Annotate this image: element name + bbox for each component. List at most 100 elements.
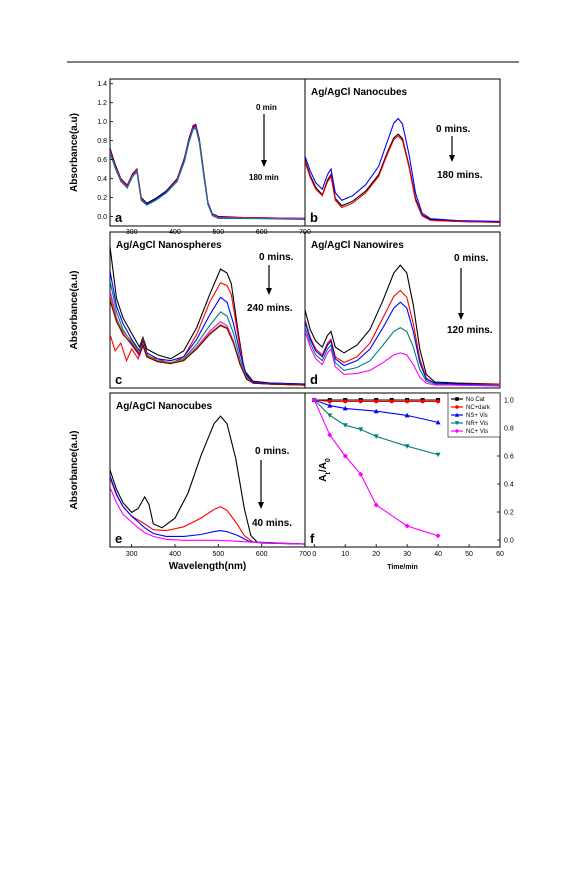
y-axis-label: Absorbance(a.u) [69,431,80,510]
legend-marker [454,421,460,426]
series-line-e-1 [110,477,305,545]
series-line-c-6 [110,300,305,386]
time-end-label: 240 mins. [247,303,293,314]
y-tick-label: 0.0 [97,214,107,221]
data-point-f-2-3 [373,408,379,414]
x-tick-label: 600 [256,551,268,558]
panel-letter: b [310,210,318,225]
time-start-label: 0 mins. [436,124,471,135]
series-line-d-4 [305,331,500,387]
series-line-d-0 [305,264,500,385]
legend-marker [454,412,460,417]
y-tick-label: 0.4 [97,176,107,183]
data-point-f-1-8 [436,399,441,404]
data-point-f-4-1 [327,432,333,438]
legend-label: NC+ Vis [466,429,488,435]
y-tick-label: 0.6 [504,454,514,461]
x-tick-label: 400 [169,551,181,558]
x-tick-label: 0 [312,551,316,558]
data-point-f-1-3 [358,399,363,404]
data-point-f-2-4 [404,412,410,418]
legend: No Cat NC+dark NS+ Vis NR+ Vis NC+ Vis [447,392,501,438]
panel-d: Ag/AgCl Nanowires d 0 mins. 120 mins. [304,231,501,389]
x-tick-label: 20 [372,551,380,558]
y-axis-label: Absorbance(a.u) [69,271,80,350]
y-tick-label: 0.2 [97,195,107,202]
legend-label: NS+ Vis [466,413,488,419]
time-arrowhead [458,313,464,320]
y-tick-label: 0.8 [504,426,514,433]
y-tick-label: 0.4 [504,482,514,489]
panel-letter: f [310,531,315,546]
legend-label: No Cat [466,397,485,403]
data-point-f-1-6 [405,399,410,404]
panel-letter: d [310,372,318,387]
x-tick-label: 10 [341,551,349,558]
x-tick-label: 700 [299,551,311,558]
series-line-f-2 [314,399,439,423]
panel-letter: e [115,531,122,546]
y-tick-label: 0.6 [97,157,107,164]
time-end-label: 180 min [249,173,279,182]
time-end-label: 180 mins. [437,170,483,181]
data-point-f-1-5 [389,399,394,404]
data-point-f-4-0 [311,397,317,403]
y-tick-label: 0.0 [504,538,514,545]
series-line-d-3 [305,326,500,386]
panel-letter: a [115,210,123,225]
series-line-e-0 [110,415,305,545]
time-arrowhead [449,155,455,162]
data-point-f-3-1 [327,413,333,418]
panel-frame [304,78,501,227]
panel-e: 300 400 500 600 700 Ag/AgCl Nanocubes e 0 mins.… [69,392,311,572]
legend-marker [455,405,459,409]
panel-b: Ag/AgCl Nanocubes b 0 mins. 180 mins. [304,78,501,227]
time-arrowhead [261,160,267,167]
y-tick-label: 1.0 [504,398,514,405]
x-tick-label: 30 [403,551,411,558]
series-line-a-4 [110,127,305,220]
x-tick-label: 50 [465,551,473,558]
series-line-c-2 [110,270,305,385]
series-line-b-2 [305,117,500,222]
y-tick-label: 1.4 [97,81,107,88]
x-tick-label: 300 [126,551,138,558]
time-start-label: 0 min [256,103,277,112]
y-tick-label: 1.2 [97,100,107,107]
series-line-e-3 [110,487,305,545]
x-axis-label: Time/min [387,564,418,571]
x-tick-label: 60 [496,551,504,558]
y-tick-label: 1.0 [97,119,107,126]
time-start-label: 0 mins. [259,252,294,263]
data-point-f-1-2 [343,399,348,404]
data-point-f-1-7 [420,399,425,404]
series-line-b-1 [305,135,500,223]
y-axis-label: At/A0 [318,458,332,482]
y-axis-label: Absorbance(a.u) [69,113,80,192]
series-line-f-4 [313,399,439,537]
panel-c: Ag/AgCl Nanospheres c 0 mins. 240 mins. Abso… [69,231,306,389]
panel-title: Ag/AgCl Nanospheres [116,240,222,251]
series-line-c-0 [110,246,305,385]
time-start-label: 0 mins. [255,446,290,457]
x-tick-label: 40 [434,551,442,558]
x-tick-label: 500 [212,551,224,558]
data-point-f-1-4 [374,399,379,404]
series-line-d-2 [305,301,500,386]
panel-frame [304,392,501,548]
data-point-f-4-6 [435,533,441,539]
legend-marker [455,397,459,401]
panel-title: Ag/AgCl Nanocubes [116,401,213,412]
legend-label: NR+ Vis [466,421,488,427]
data-point-f-3-6 [435,452,441,458]
legend-marker [454,428,460,434]
data-point-f-3-5 [404,444,410,449]
series-line-c-3 [110,280,305,386]
time-end-label: 120 mins. [447,325,493,336]
y-tick-label: 0.8 [97,138,107,145]
time-end-label: 40 mins. [252,518,292,529]
data-point-f-3-2 [342,423,348,428]
series-line-f-3 [313,399,439,456]
